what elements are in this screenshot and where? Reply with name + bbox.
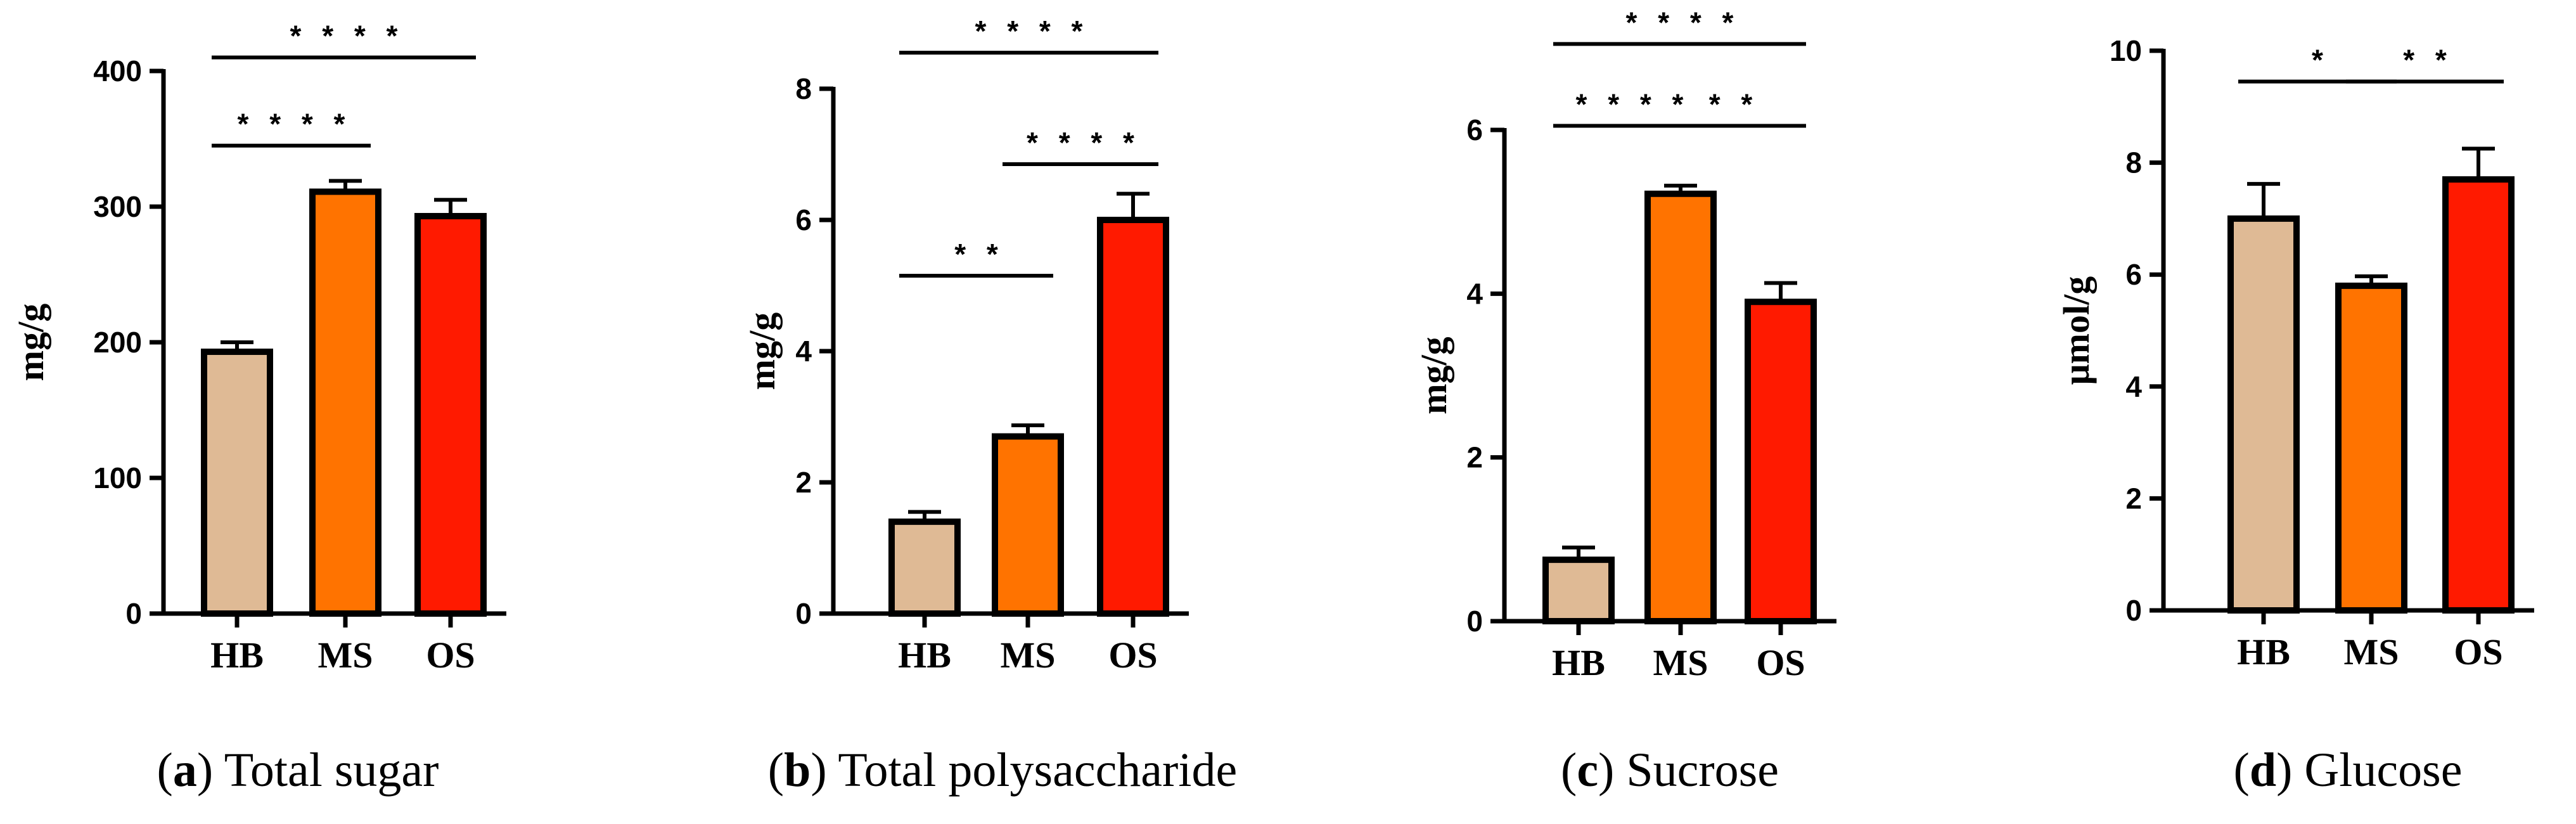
caption-letter: b xyxy=(784,744,811,797)
caption-open-paren: ( xyxy=(1561,744,1577,797)
bar-OS xyxy=(414,212,487,617)
y-tick-label: 0 xyxy=(2125,594,2142,627)
caption-open-paren: ( xyxy=(157,744,173,797)
y-tick-label: 0 xyxy=(1466,605,1483,638)
y-tick-label: 100 xyxy=(93,461,142,494)
x-tick-label: MS xyxy=(1653,642,1708,683)
significance-label: * * * * xyxy=(238,108,352,141)
caption-title: ) Total polysaccharide xyxy=(811,744,1237,797)
chart-d: 0 2 4 6 8 10 HB MS OS μmol/g * * * (d) Glucose xyxy=(2056,34,2534,797)
y-axis-label: mg/g xyxy=(1413,337,1454,414)
x-tick-label: HB xyxy=(2237,631,2290,673)
y-tick-label: 4 xyxy=(1466,277,1483,310)
y-tick-label: 200 xyxy=(93,326,142,359)
bar-MS xyxy=(309,188,381,617)
y-tick-label: 6 xyxy=(795,203,812,236)
y-tick-label: 2 xyxy=(795,466,812,499)
caption-title: ) Total sugar xyxy=(197,744,439,797)
caption: (d) Glucose xyxy=(2234,744,2463,797)
caption-open-paren: ( xyxy=(2234,744,2250,797)
bar-MS xyxy=(1644,190,1717,624)
y-tick-label: 10 xyxy=(2110,34,2142,67)
caption: (b) Total polysaccharide xyxy=(768,744,1237,797)
y-tick-label: 2 xyxy=(2125,482,2142,515)
y-axis-label: mg/g xyxy=(741,312,783,390)
caption-letter: a xyxy=(173,744,197,797)
bar-MS xyxy=(2335,282,2407,614)
caption-letter: d xyxy=(2250,744,2276,797)
x-tick-label: MS xyxy=(1001,634,1056,676)
y-tick-label: 4 xyxy=(2125,370,2142,403)
y-tick-label: 4 xyxy=(795,335,812,368)
caption: (a) Total sugar xyxy=(157,744,439,797)
significance-label: * xyxy=(2312,44,2329,77)
y-tick-label: 8 xyxy=(795,72,812,105)
chart-c: 0 2 4 6 HB MS OS mg/g * * * * * * * * * * (c) Sucro… xyxy=(1413,6,1836,797)
bar-HB xyxy=(201,348,273,617)
bar-HB xyxy=(888,518,961,617)
significance-label: * * * * xyxy=(1027,126,1141,159)
x-tick-label: HB xyxy=(1552,642,1605,683)
y-axis-label: μmol/g xyxy=(2056,276,2097,385)
chart-b: 0 2 4 6 8 HB MS OS mg/g * * * * * * * * * * (b) Tota… xyxy=(741,15,1237,797)
x-tick-label: OS xyxy=(426,634,475,676)
significance-label: * * xyxy=(954,238,1004,271)
y-tick-label: 0 xyxy=(795,597,812,630)
y-axis-label: mg/g xyxy=(10,304,51,381)
caption-letter: c xyxy=(1577,744,1598,797)
y-tick-label: 6 xyxy=(2125,258,2142,291)
x-tick-label: MS xyxy=(318,634,373,676)
chart-a: 0 100 200 300 400 HB MS OS mg/g * * * * * * * * (a)… xyxy=(10,20,506,797)
x-tick-label: HB xyxy=(898,634,951,676)
bar-OS xyxy=(2442,176,2515,614)
x-tick-label: OS xyxy=(2454,631,2502,673)
y-tick-label: 8 xyxy=(2125,146,2142,179)
bar-HB xyxy=(2227,215,2300,614)
caption-title: ) Sucrose xyxy=(1598,744,1779,797)
caption-title: ) Glucose xyxy=(2276,744,2462,797)
bar-OS xyxy=(1097,217,1169,617)
significance-label: * * xyxy=(1709,88,1759,121)
significance-label: * * * * xyxy=(1626,6,1740,39)
x-tick-label: OS xyxy=(1108,634,1157,676)
y-tick-label: 400 xyxy=(93,55,142,87)
significance-label: * * * * xyxy=(290,20,404,53)
significance-label: * * xyxy=(2403,44,2453,77)
bar-HB xyxy=(1542,557,1615,624)
x-tick-label: HB xyxy=(210,634,264,676)
bar-OS xyxy=(1745,299,1817,624)
x-tick-label: MS xyxy=(2344,631,2399,673)
y-tick-label: 6 xyxy=(1466,113,1483,146)
bar-MS xyxy=(992,433,1064,617)
significance-label: * * * * xyxy=(1576,88,1690,121)
x-tick-label: OS xyxy=(1756,642,1805,683)
significance-label: * * * * xyxy=(975,15,1089,48)
y-tick-label: 300 xyxy=(93,190,142,223)
y-tick-label: 2 xyxy=(1466,441,1483,474)
caption-open-paren: ( xyxy=(768,744,784,797)
y-tick-label: 0 xyxy=(125,597,142,630)
caption: (c) Sucrose xyxy=(1561,744,1779,797)
